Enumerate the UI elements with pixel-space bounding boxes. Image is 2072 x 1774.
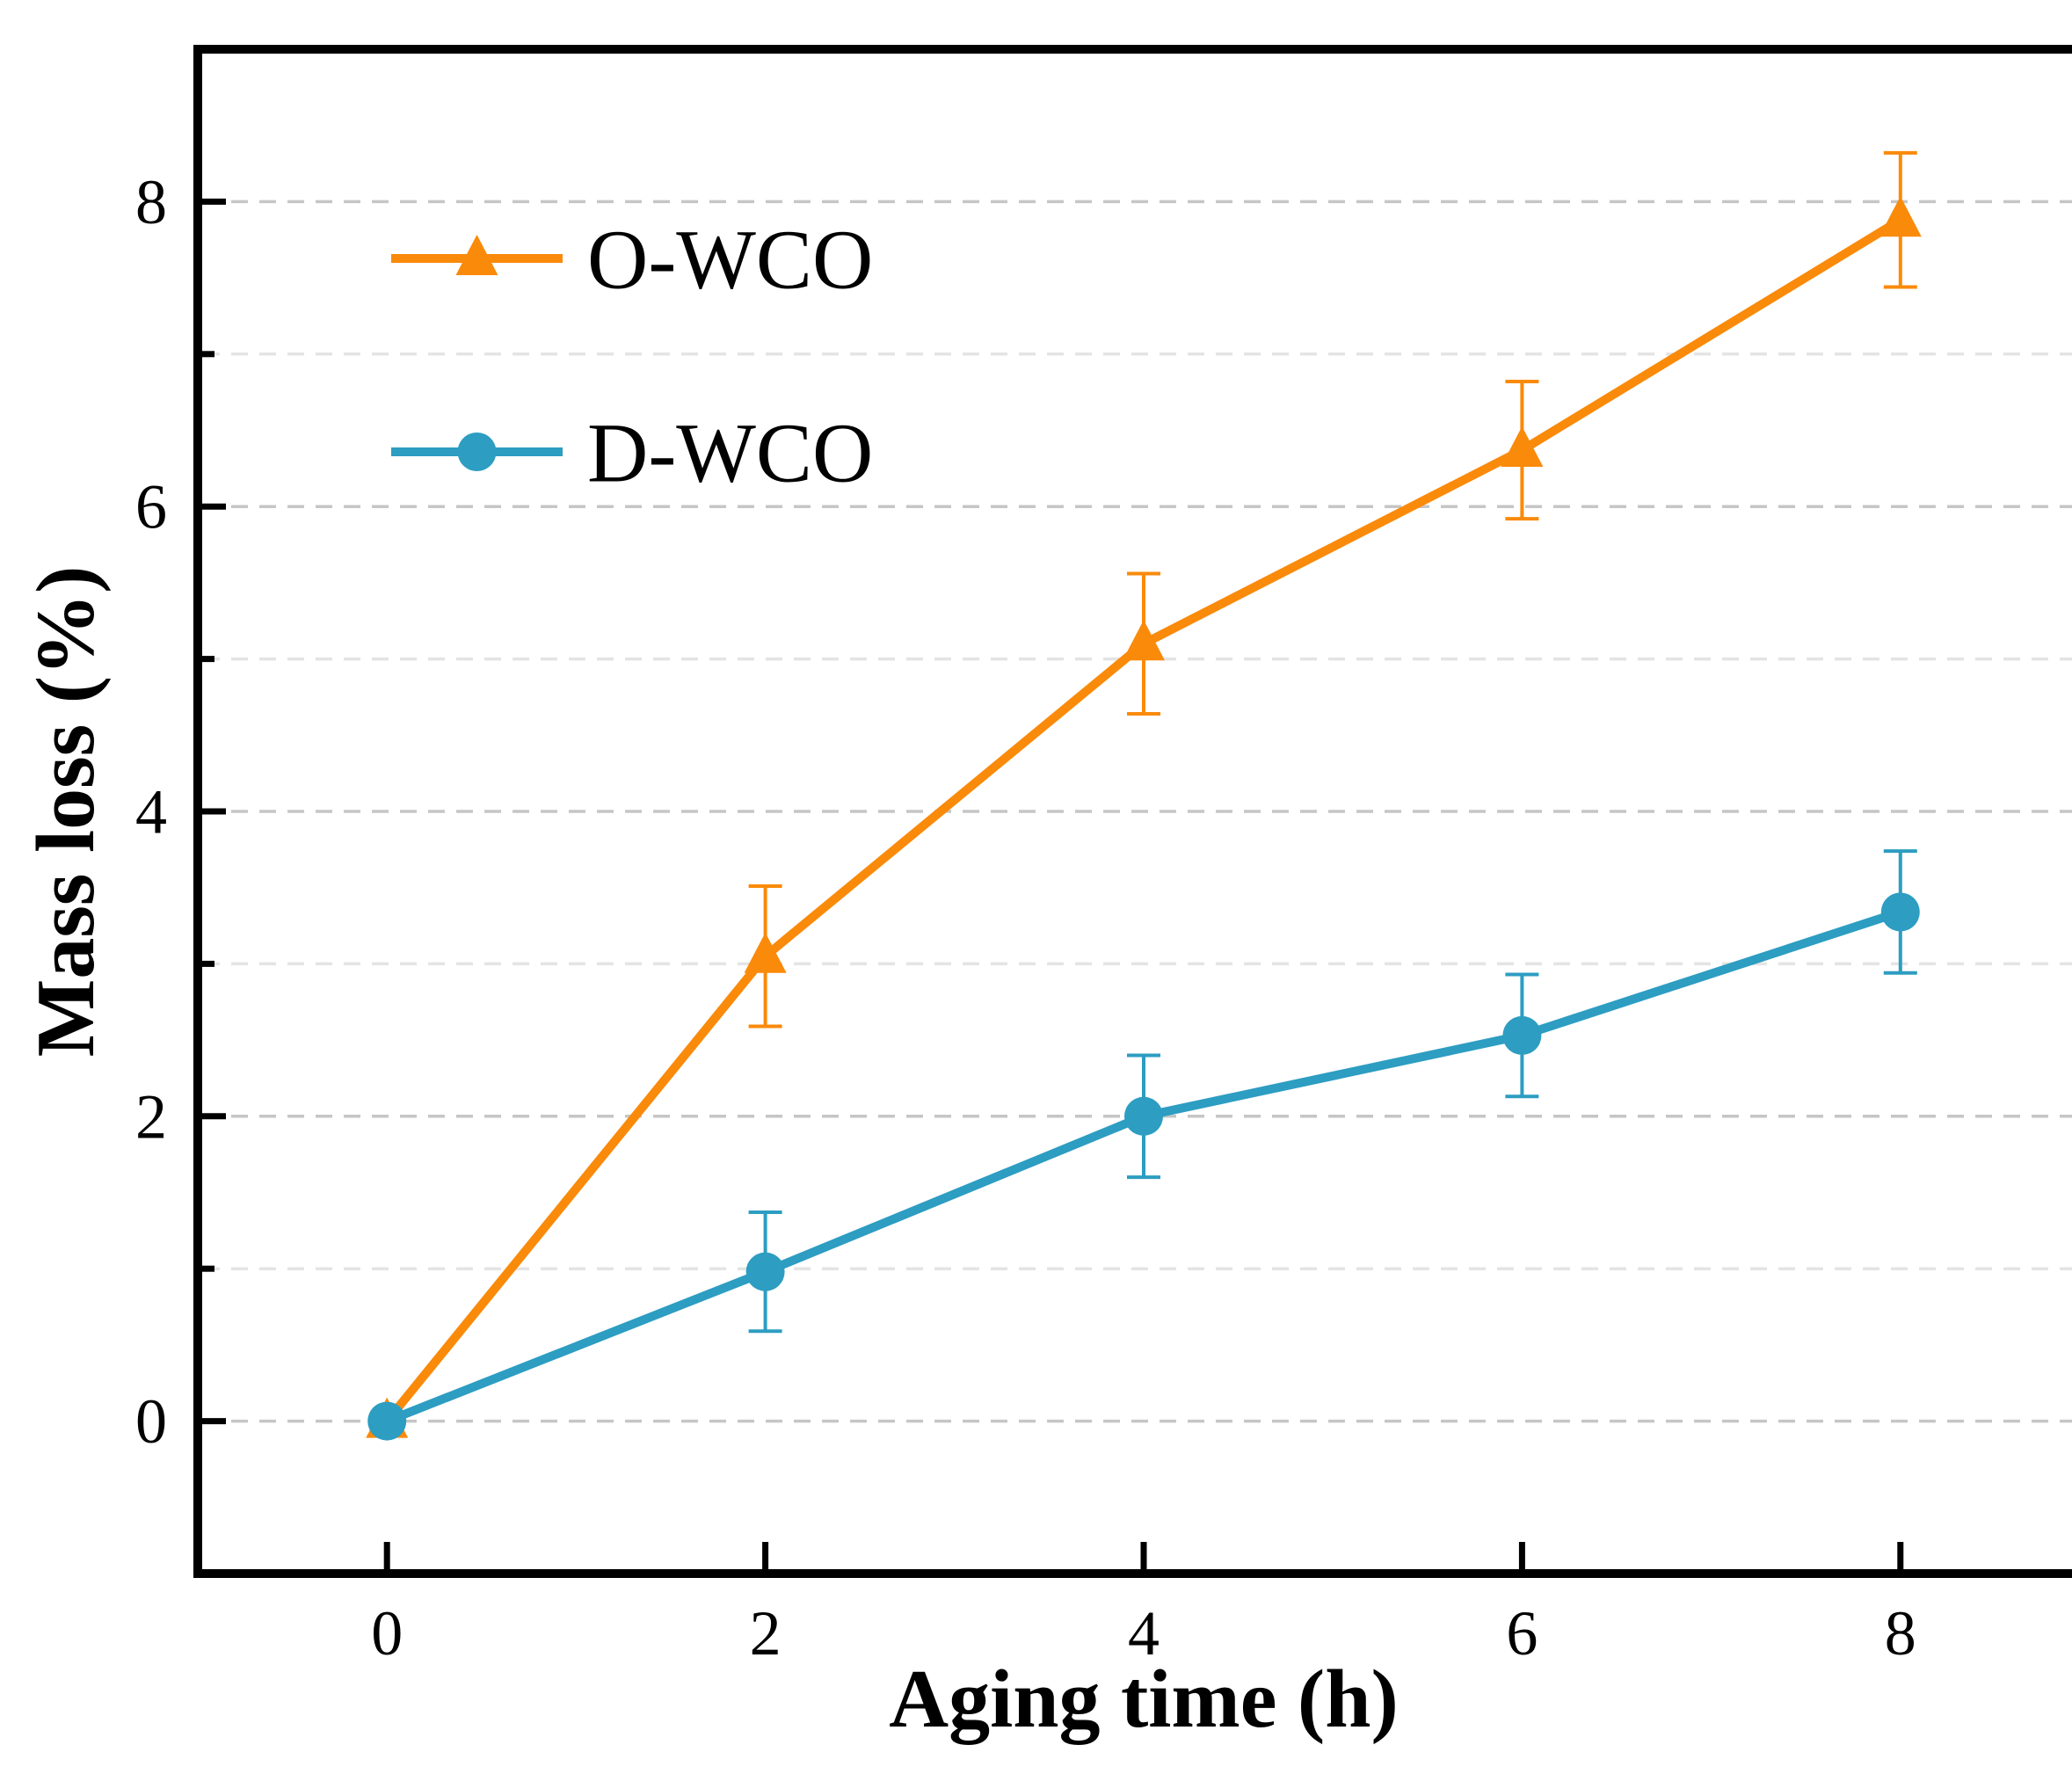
legend-label-d-wco: D-WCO — [587, 406, 873, 500]
o-wco-triangle-marker — [744, 932, 787, 973]
tick-labels: 0 2 4 6 8 0 2 4 6 8 — [135, 167, 1916, 1669]
d-wco-circle-marker — [367, 1401, 407, 1441]
gridlines — [203, 200, 2072, 1423]
legend-item-o-wco: O-WCO — [391, 213, 873, 307]
series-d-wco — [367, 849, 1920, 1441]
y-tick-label-2: 2 — [135, 1081, 167, 1152]
x-tick-label-6: 6 — [1506, 1598, 1538, 1669]
y-axis-title: Mass loss (%) — [35, 566, 112, 1058]
y-tick-label-8: 8 — [135, 167, 167, 237]
legend: O-WCO D-WCO — [391, 213, 873, 500]
legend-label-o-wco: O-WCO — [587, 213, 873, 307]
x-axis-title: Aging time (h) — [889, 1654, 1399, 1745]
x-tick-label-2: 2 — [750, 1598, 782, 1669]
o-wco-triangle-marker — [1501, 426, 1544, 468]
y-tick-label-6: 6 — [135, 472, 167, 542]
axis-ticks — [201, 198, 1904, 1570]
d-wco-circle-marker — [745, 1252, 785, 1291]
x-tick-label-8: 8 — [1885, 1598, 1916, 1669]
legend-triangle-marker-icon — [455, 235, 498, 275]
y-tick-label-4: 4 — [135, 776, 167, 847]
y-tick-label-0: 0 — [135, 1386, 167, 1457]
o-wco-line — [383, 215, 1903, 1424]
legend-item-d-wco: D-WCO — [391, 406, 873, 500]
d-wco-circle-marker — [1502, 1015, 1542, 1055]
d-wco-circle-marker — [1124, 1096, 1163, 1136]
mass-loss-vs-aging-time-chart: 0 2 4 6 8 0 2 4 6 8 Aging time (h) Mass loss (%) O-W… — [35, 14, 2072, 1760]
d-wco-circle-marker — [1880, 892, 1920, 932]
series-o-wco — [366, 150, 1922, 1438]
x-tick-label-0: 0 — [371, 1598, 403, 1669]
plot-border — [193, 45, 2072, 1578]
o-wco-triangle-marker — [1123, 620, 1165, 661]
chart-canvas: 0 2 4 6 8 0 2 4 6 8 Aging time (h) Mass loss (%) O-W… — [35, 45, 2072, 1745]
legend-circle-marker-icon — [457, 433, 497, 471]
x-tick-label-4: 4 — [1128, 1598, 1160, 1669]
o-wco-triangle-marker — [1879, 196, 1922, 237]
